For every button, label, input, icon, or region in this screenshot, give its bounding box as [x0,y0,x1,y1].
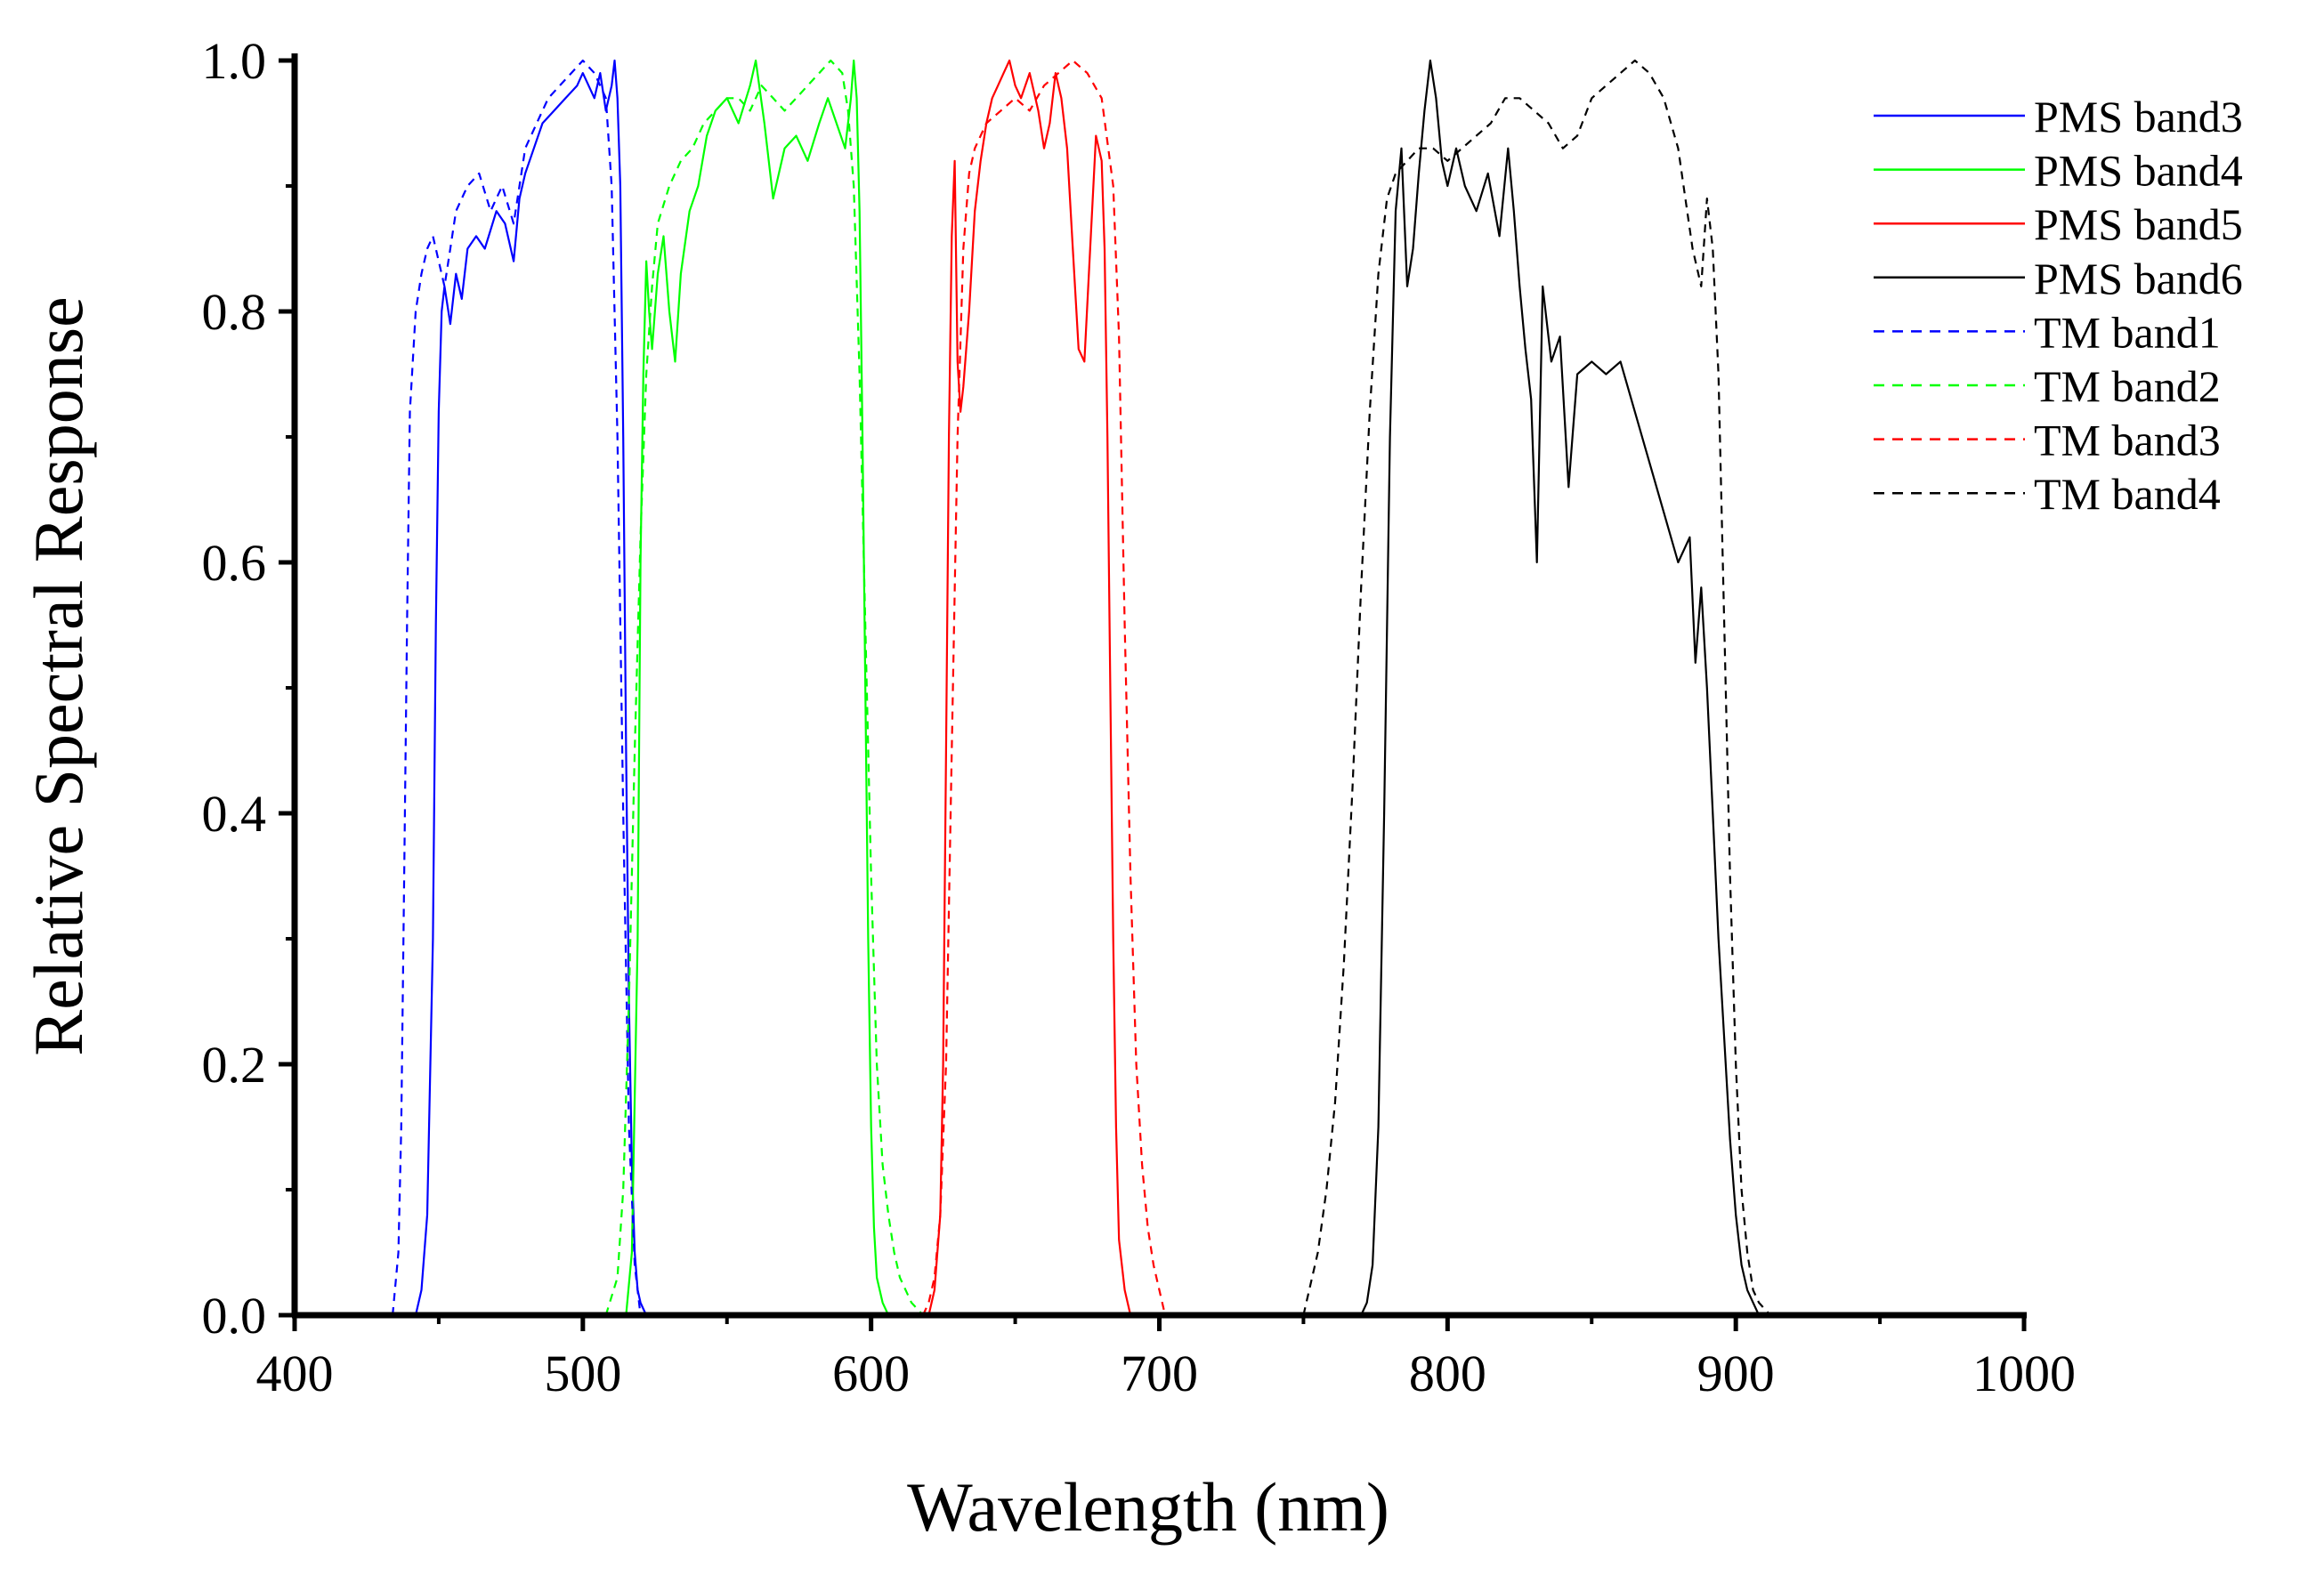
legend-label: TM band2 [2034,361,2221,411]
series-line-tm-band2 [604,59,924,1316]
y-ticks: 0.0 0.2 0.4 0.6 0.8 1.0 [202,32,295,1345]
y-tick-label: 0.0 [202,1287,267,1345]
series-layer [392,59,1771,1316]
legend-label: PMS band3 [2034,92,2243,141]
legend-label: TM band4 [2034,469,2221,519]
y-minor-ticks [286,184,295,1191]
x-tick-label: 800 [1409,1345,1486,1402]
y-tick-label: 1.0 [202,32,267,90]
legend-label: PMS band4 [2034,146,2243,196]
y-tick-label: 0.4 [202,785,267,843]
y-tick-label: 0.2 [202,1036,267,1094]
legend-label: TM band1 [2034,307,2221,357]
x-tick-label: 400 [256,1345,334,1402]
x-tick-label: 1000 [1972,1345,2076,1402]
x-minor-ticks [436,1315,1883,1324]
series-line-pms-band5 [927,59,1132,1316]
series-line-tm-band3 [921,59,1167,1316]
series-line-pms-band3 [414,59,648,1316]
x-axis-title: Wavelength (nm) [907,1468,1389,1546]
legend-label: PMS band5 [2034,199,2243,249]
x-ticks: 400 500 600 700 800 900 1000 [256,1315,2076,1402]
series-line-tm-band4 [1302,59,1771,1316]
x-tick-label: 600 [832,1345,910,1402]
legend-label: PMS band6 [2034,254,2243,303]
legend-label: TM band3 [2034,416,2221,465]
series-line-pms-band6 [1360,59,1761,1316]
x-tick-label: 700 [1121,1345,1198,1402]
x-tick-label: 900 [1697,1345,1775,1402]
x-tick-label: 500 [544,1345,621,1402]
y-axis-title: Relative Spectral Response [20,296,97,1055]
series-line-pms-band4 [625,59,890,1316]
y-tick-label: 0.6 [202,534,267,592]
y-tick-label: 0.8 [202,283,267,341]
